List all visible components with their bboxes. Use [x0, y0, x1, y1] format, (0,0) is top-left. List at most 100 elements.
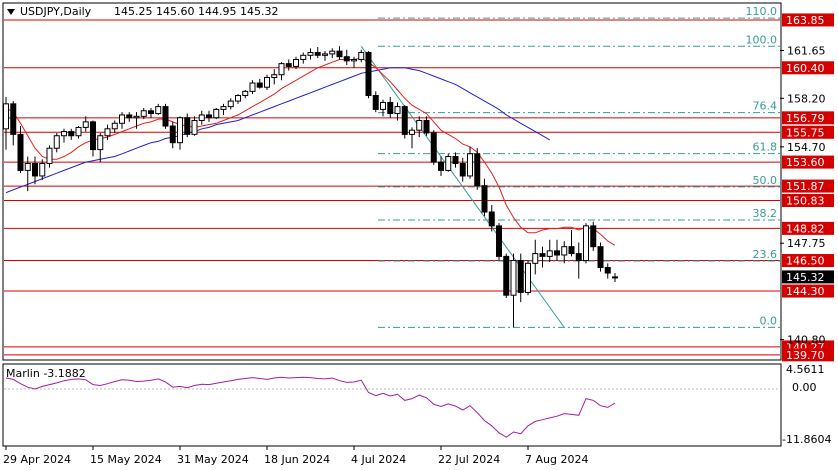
candle-body-up	[235, 95, 241, 102]
candle	[351, 56, 357, 68]
time-tick-label: 22 Jul 2024	[438, 453, 500, 466]
level-tag	[782, 13, 834, 27]
candle-body-up	[119, 114, 125, 124]
candle-body-down	[539, 253, 546, 257]
candle-body-up	[264, 76, 270, 88]
candle	[97, 132, 104, 163]
candle	[242, 89, 249, 99]
candle-body-up	[213, 108, 220, 119]
candle-body-down	[126, 114, 133, 119]
fib-level-label: 110.0	[746, 5, 778, 18]
candle	[394, 102, 401, 121]
level-tag	[782, 155, 834, 169]
candle	[169, 121, 176, 149]
candle	[532, 239, 539, 275]
time-axis: 29 Apr 2024 15 May 2024 31 May 2024 18 Jun …	[3, 446, 588, 466]
level-tag	[782, 254, 834, 268]
ohlc-readout: 145.25 145.60 144.95 145.32	[114, 5, 278, 18]
candle	[133, 112, 140, 129]
candles	[3, 46, 618, 328]
candle	[525, 260, 531, 296]
candle	[575, 242, 582, 279]
candle	[285, 59, 292, 71]
candle-body-down	[575, 253, 582, 262]
candle	[271, 69, 278, 85]
candle	[561, 241, 568, 264]
level-tag-label: 146.50	[786, 255, 825, 268]
candle-body-up	[82, 121, 89, 128]
candle	[612, 273, 618, 283]
candle-body-down	[401, 106, 408, 135]
candle	[329, 48, 336, 59]
candle-body-up	[39, 162, 46, 177]
candle-body-up	[133, 115, 140, 119]
indicator-axis-zero: 0.00	[792, 381, 817, 394]
candle	[517, 253, 524, 303]
candle	[61, 128, 67, 143]
candle-body-up	[278, 63, 285, 76]
candle	[3, 96, 9, 150]
candle	[496, 223, 502, 261]
candle	[53, 132, 60, 153]
candle	[510, 253, 517, 328]
candle-body-down	[285, 63, 292, 67]
candle-body-down	[314, 52, 321, 56]
candle-body-down	[481, 185, 488, 213]
candle-body-down	[343, 56, 350, 62]
candle-body-up	[380, 101, 386, 110]
time-tick-label: 18 Jun 2024	[264, 453, 330, 466]
candle-body-down	[336, 50, 343, 58]
candle-body-down	[423, 119, 430, 134]
marlin-label: Marlin -3.1882	[6, 367, 86, 380]
marlin-line	[5, 376, 616, 438]
indicator-panel-frame	[2, 363, 782, 447]
collapse-triangle-icon[interactable]	[7, 9, 15, 15]
candle-body-up	[322, 53, 328, 56]
level-tag	[782, 125, 834, 139]
candle	[358, 49, 365, 63]
candle	[155, 103, 162, 115]
current-price-label: 145.32	[786, 271, 825, 284]
time-tick-label: 7 Aug 2024	[525, 453, 588, 466]
candle	[539, 246, 546, 268]
candle	[220, 103, 227, 115]
candle-body-up	[75, 126, 82, 137]
candle-body-down	[517, 260, 524, 293]
candle-body-up	[445, 156, 452, 171]
candle	[10, 101, 17, 146]
candle	[111, 120, 118, 133]
candle	[343, 49, 350, 66]
candle	[90, 120, 96, 157]
candle-body-down	[474, 153, 481, 187]
candle-body-up	[24, 162, 31, 171]
marlin-oscillator	[4, 376, 780, 438]
indicator-axis-top: 4.5611	[786, 363, 825, 376]
candle-body-down	[430, 132, 437, 163]
candle	[213, 108, 220, 120]
candle-body-down	[438, 161, 444, 171]
candle	[119, 112, 125, 129]
candle	[191, 116, 198, 136]
candle	[300, 52, 307, 64]
price-tick-label: 158.20	[787, 92, 826, 105]
candle-body-down	[554, 250, 560, 256]
price-axis: 161.65 158.20 154.70 147.75 140.80	[780, 44, 826, 347]
candle	[177, 116, 183, 150]
fib-level-label: 100.0	[746, 33, 778, 46]
candle-body-down	[597, 246, 604, 268]
candle	[264, 74, 270, 90]
candle-body-up	[467, 153, 473, 177]
candle-body-down	[372, 95, 379, 110]
candle	[546, 239, 553, 262]
price-tick-label: 147.75	[787, 237, 826, 250]
time-tick-label: 29 Apr 2024	[3, 453, 71, 466]
level-tag	[782, 221, 834, 235]
candle	[459, 157, 466, 182]
candle	[140, 108, 147, 120]
candle-body-up	[242, 90, 249, 97]
candle-body-down	[604, 266, 611, 274]
candle	[445, 153, 452, 172]
level-tag-label: 156.79	[786, 112, 825, 125]
level-tag-label: 144.30	[786, 285, 825, 298]
price-panel-frame	[2, 2, 782, 361]
